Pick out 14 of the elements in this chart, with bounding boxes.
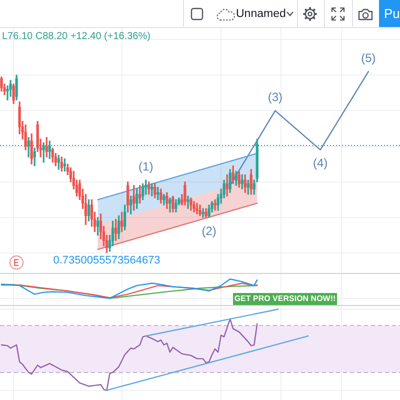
button: GET PRO VERSION NOW!! xyxy=(233,293,337,305)
annotation: (2) xyxy=(202,224,216,238)
candlestick xyxy=(196,202,198,214)
annotation: (1) xyxy=(138,159,154,174)
text: 0.7350055573564673 xyxy=(53,254,160,267)
chart-subtitle: L76.10 C88.20 +12.40 (+16.36%) xyxy=(2,31,150,43)
candlestick xyxy=(214,199,216,211)
text: Unnamed xyxy=(236,7,286,21)
button: Pu xyxy=(379,0,400,27)
annotation: (5) xyxy=(361,50,376,65)
annotation: (4) xyxy=(312,156,328,170)
candlestick xyxy=(202,208,204,218)
candlestick xyxy=(186,196,190,209)
annotation: (3) xyxy=(268,90,283,104)
